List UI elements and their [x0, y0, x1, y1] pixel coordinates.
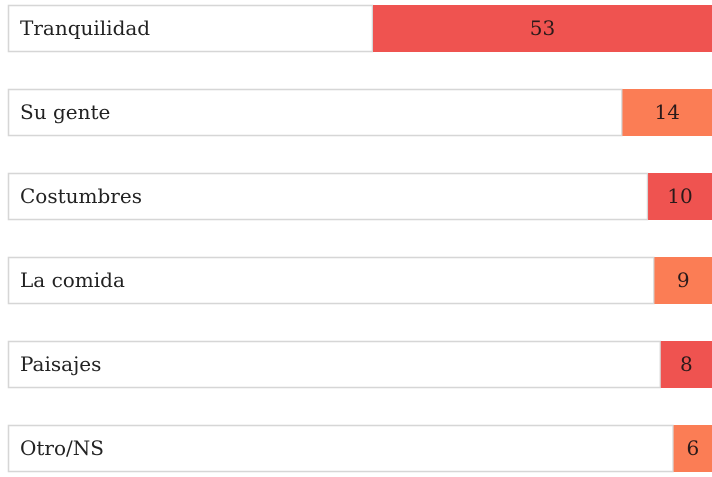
value-label: 8 [680, 352, 693, 376]
label-box [7, 172, 649, 221]
category-label: Paisajes [20, 352, 101, 376]
bar [373, 5, 712, 52]
value-label: 53 [530, 16, 555, 40]
category-label: Su gente [20, 100, 110, 124]
bar [622, 89, 712, 136]
value-label: 14 [654, 100, 679, 124]
category-label: Otro/NS [20, 436, 104, 460]
category-label: Costumbres [20, 184, 142, 208]
label-box [7, 256, 655, 305]
label-box [7, 340, 662, 389]
label-box [7, 4, 374, 53]
value-label: 10 [667, 184, 692, 208]
value-label: 6 [686, 436, 699, 460]
category-label: La comida [20, 268, 125, 292]
label-box [7, 88, 623, 137]
value-label: 9 [677, 268, 690, 292]
category-label: Tranquilidad [20, 16, 150, 40]
bar [673, 425, 712, 472]
bar [654, 257, 712, 304]
bar [648, 173, 712, 220]
label-box [7, 424, 674, 473]
bar [660, 341, 712, 388]
